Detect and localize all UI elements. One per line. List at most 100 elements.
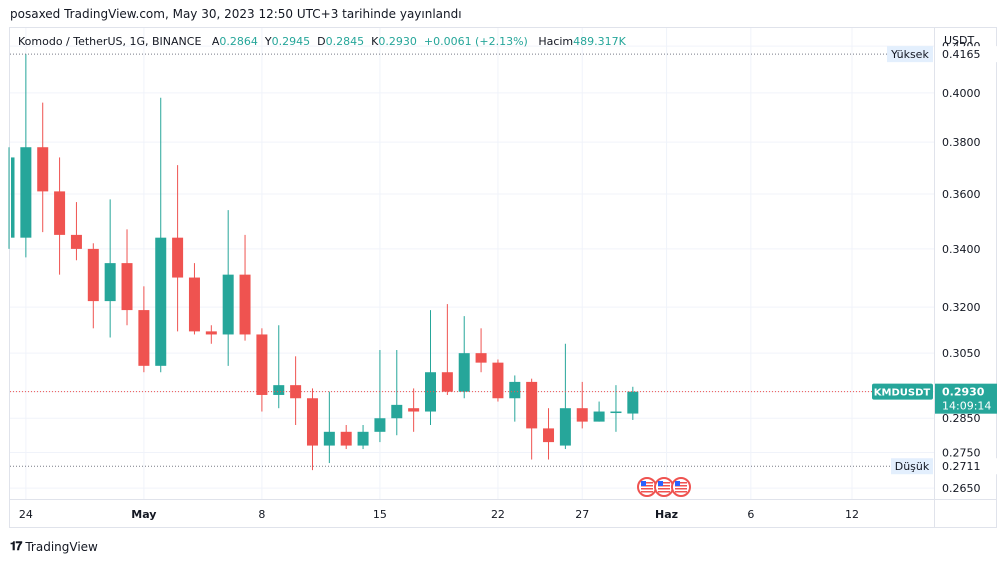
candle — [391, 350, 403, 436]
candle — [475, 328, 487, 373]
candle — [121, 229, 133, 326]
candle — [239, 234, 251, 341]
candle-body — [576, 408, 588, 422]
chart-frame — [9, 27, 997, 528]
candle — [222, 210, 234, 366]
candle — [441, 304, 453, 395]
candle — [458, 316, 470, 399]
candle — [306, 388, 318, 471]
high-value: 0.2945 — [271, 35, 311, 48]
candle — [155, 97, 167, 373]
candle — [104, 199, 116, 338]
candle-body — [458, 353, 470, 392]
economic-events — [637, 477, 691, 497]
candle-body — [54, 191, 66, 235]
candle — [172, 165, 184, 332]
currency-label: USDT — [944, 34, 975, 47]
candle — [188, 263, 200, 335]
candle — [256, 328, 268, 412]
candle — [138, 286, 150, 373]
symbol-tag-bg — [872, 383, 933, 400]
candle-body — [70, 234, 82, 249]
chart-grid — [10, 28, 934, 499]
candle — [70, 202, 82, 261]
candle — [374, 350, 386, 443]
candle — [627, 386, 639, 420]
last-price-label: 0.2930 — [942, 386, 985, 399]
low-value-label: 0.2711 — [942, 460, 981, 473]
tradingview-brand: TradingView — [25, 539, 98, 554]
symbol-name: Komodo / TetherUS, 1G, BINANCE — [18, 35, 202, 48]
low-label: D — [317, 35, 326, 48]
y-tick-label: 0.3600 — [942, 188, 981, 201]
us-flag-event-icon — [637, 477, 657, 497]
x-tick-label: 12 — [845, 508, 859, 521]
candle — [610, 385, 622, 432]
candle-body — [306, 398, 318, 446]
candle-body — [610, 411, 622, 414]
tradingview-logo-icon: 𝟏𝟕 — [10, 539, 22, 553]
candle — [273, 325, 285, 409]
candle-body — [374, 418, 386, 432]
y-tick-label: 0.2750 — [942, 447, 981, 460]
candle-body — [543, 428, 555, 443]
candle — [54, 157, 66, 275]
candle-body — [188, 277, 200, 332]
candle-body — [273, 385, 285, 395]
candle-body — [526, 381, 538, 429]
y-tick-label: 0.2850 — [942, 412, 981, 425]
candle-body — [475, 353, 487, 363]
candle — [576, 381, 588, 429]
close-value: 0.2930 — [378, 35, 417, 48]
candle-body — [205, 331, 217, 335]
candle — [340, 425, 352, 450]
candle-body — [138, 310, 150, 366]
candle — [526, 378, 538, 460]
volume-value: 489.317K — [573, 35, 626, 48]
candle — [205, 325, 217, 344]
candle-body — [492, 362, 504, 399]
x-tick-label: 15 — [373, 508, 387, 521]
high-value-bg — [935, 46, 997, 63]
close-label: K — [371, 35, 379, 48]
tradingview-logo[interactable]: 𝟏𝟕 TradingView — [10, 539, 98, 554]
y-tick-label: 0.3800 — [942, 136, 981, 149]
candle-body — [37, 147, 49, 192]
candle-body — [391, 404, 403, 419]
candles — [8, 54, 639, 471]
low-tag-bg — [891, 458, 933, 475]
symbol-tag-label: KMDUSDT — [874, 388, 931, 399]
symbol-legend[interactable]: Komodo / TetherUS, 1G, BINANCE A0.2864 Y… — [18, 35, 626, 48]
candle — [559, 343, 571, 450]
x-tick-label: 6 — [747, 508, 754, 521]
high-label: Y — [264, 35, 272, 48]
y-tick-label: 0.4000 — [942, 87, 981, 100]
x-tick-label: 24 — [19, 508, 33, 521]
candle — [323, 391, 335, 464]
candle — [408, 388, 420, 432]
candle — [37, 102, 49, 233]
high-tag-label: Yüksek — [890, 48, 929, 61]
candle-body — [593, 411, 605, 422]
candle-body — [222, 274, 234, 335]
y-tick-label: 0.3050 — [942, 347, 981, 360]
volume-label: Hacim — [538, 35, 574, 48]
change-value: +0.0061 (+2.13%) — [423, 35, 528, 48]
candle-body — [340, 431, 352, 446]
candle — [20, 54, 32, 258]
high-tag-bg — [887, 46, 933, 63]
time-axis: 24 May 8 15 22 27 Haz 6 12 — [10, 499, 996, 521]
candle-body — [323, 431, 335, 446]
candle — [357, 425, 369, 450]
candle-body — [172, 237, 184, 278]
candle-body — [559, 408, 571, 446]
x-tick-label: 8 — [258, 508, 265, 521]
candle-body — [104, 263, 116, 302]
open-label: A — [211, 35, 220, 48]
candle-body — [256, 334, 268, 395]
x-tick-label: 22 — [491, 508, 505, 521]
candle-body — [20, 147, 32, 238]
candle-body — [357, 431, 369, 446]
candle-body — [87, 248, 99, 302]
